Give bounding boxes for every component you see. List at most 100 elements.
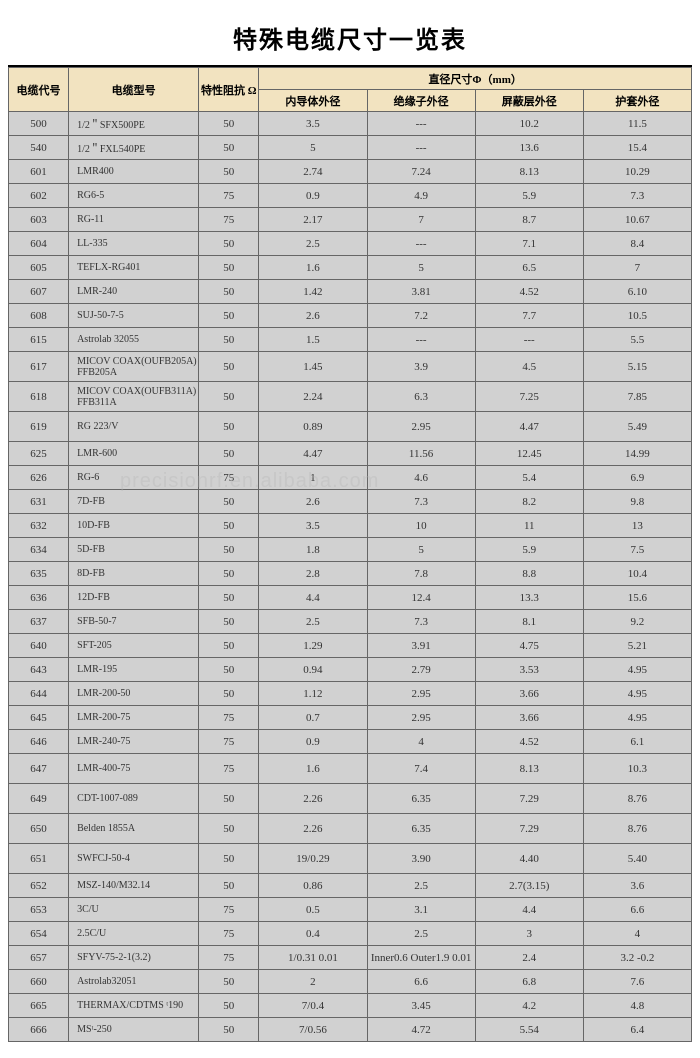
cell-insul: 4 [367,730,475,754]
cell-model: LL-335 [69,232,199,256]
cell-jacket: 4 [583,922,691,946]
cell-code: 632 [9,514,69,538]
table-row: 603RG-11752.1778.710.67 [9,208,692,232]
table-row: 640SFT-205501.293.914.755.21 [9,634,692,658]
cell-inner: 0.5 [259,898,367,922]
table-row: 5001/2＂SFX500PE503.5---10.211.5 [9,112,692,136]
cell-jacket: 8.76 [583,814,691,844]
cell-jacket: 6.4 [583,1018,691,1042]
cell-inner: 2.26 [259,814,367,844]
cell-shield: 2.7(3.15) [475,874,583,898]
cell-jacket: 4.95 [583,658,691,682]
table-row: 602RG6-5750.94.95.97.3 [9,184,692,208]
cell-shield: 5.54 [475,1018,583,1042]
cell-jacket: 4.8 [583,994,691,1018]
cell-code: 649 [9,784,69,814]
cell-code: 647 [9,754,69,784]
cell-insul: 2.95 [367,412,475,442]
cell-jacket: 9.2 [583,610,691,634]
cell-model: TEFLX-RG401 [69,256,199,280]
cell-insul: 6.35 [367,784,475,814]
cell-jacket: 10.5 [583,304,691,328]
table-row: 604LL-335502.5---7.18.4 [9,232,692,256]
cell-shield: 8.7 [475,208,583,232]
table-row: 660Astrolab320515026.66.87.6 [9,970,692,994]
cell-impedance: 50 [199,874,259,898]
cell-jacket: 14.99 [583,442,691,466]
cell-jacket: 7.6 [583,970,691,994]
cell-inner: 1.6 [259,754,367,784]
cell-impedance: 50 [199,382,259,412]
table-row: 63612D-FB504.412.413.315.6 [9,586,692,610]
cell-jacket: 3.2 -0.2 [583,946,691,970]
cell-code: 666 [9,1018,69,1042]
cell-insul: 7.3 [367,610,475,634]
cell-jacket: 3.6 [583,874,691,898]
cell-impedance: 50 [199,328,259,352]
cell-model: CDT-1007-089 [69,784,199,814]
cell-insul: 6.35 [367,814,475,844]
cell-inner: 2.8 [259,562,367,586]
cell-inner: 2.6 [259,490,367,514]
cell-inner: 1.6 [259,256,367,280]
cell-shield: 13.6 [475,136,583,160]
cell-shield: 4.5 [475,352,583,382]
table-row: 649CDT-1007-089502.266.357.298.76 [9,784,692,814]
cell-insul: 2.95 [367,682,475,706]
cell-inner: 2.24 [259,382,367,412]
cell-insul: 3.45 [367,994,475,1018]
cell-insul: --- [367,112,475,136]
cell-insul: 7.8 [367,562,475,586]
cell-code: 619 [9,412,69,442]
cell-inner: 3.5 [259,514,367,538]
table-row: 665THERMAX/CDTMS ᵗ190507/0.43.454.24.8 [9,994,692,1018]
cell-shield: 8.13 [475,160,583,184]
cell-jacket: 5.5 [583,328,691,352]
cell-code: 602 [9,184,69,208]
cell-impedance: 75 [199,466,259,490]
table-row: 645LMR-200-75750.72.953.664.95 [9,706,692,730]
cell-model: Astrolab32051 [69,970,199,994]
cell-impedance: 75 [199,730,259,754]
cell-shield: 5.9 [475,184,583,208]
table-row: 666MSᵗ-250507/0.564.725.546.4 [9,1018,692,1042]
cell-model: 5D-FB [69,538,199,562]
cell-model: RG-11 [69,208,199,232]
cell-code: 635 [9,562,69,586]
cell-model: SFYV-75-2-1(3.2) [69,946,199,970]
cell-impedance: 50 [199,658,259,682]
cell-shield: 5.9 [475,538,583,562]
cell-inner: 4.47 [259,442,367,466]
cell-shield: 3 [475,922,583,946]
cell-inner: 1.5 [259,328,367,352]
cell-impedance: 75 [199,754,259,784]
cell-jacket: 8.4 [583,232,691,256]
cell-code: 652 [9,874,69,898]
cell-shield: 4.40 [475,844,583,874]
cell-shield: 7.25 [475,382,583,412]
cell-code: 650 [9,814,69,844]
cell-insul: 3.91 [367,634,475,658]
cell-inner: 2.6 [259,304,367,328]
cell-impedance: 75 [199,706,259,730]
cell-inner: 4.4 [259,586,367,610]
table-row: 608SUJ-50-7-5502.67.27.710.5 [9,304,692,328]
table-row: 5401/2＂FXL540PE505---13.615.4 [9,136,692,160]
hdr-jacket: 护套外径 [583,90,691,112]
cell-jacket: 4.95 [583,706,691,730]
cell-impedance: 50 [199,682,259,706]
cell-insul: 10 [367,514,475,538]
cell-impedance: 50 [199,352,259,382]
cell-shield: 4.47 [475,412,583,442]
cell-inner: 1.8 [259,538,367,562]
cell-model: MICOV COAX(OUFB205A) FFB205A [69,352,199,382]
hdr-code: 电缆代号 [9,68,69,112]
cell-model: 2.5C/U [69,922,199,946]
cell-model: LMR400 [69,160,199,184]
cell-impedance: 50 [199,586,259,610]
table-row: 6317D-FB502.67.38.29.8 [9,490,692,514]
cell-insul: 7.2 [367,304,475,328]
table-row: 626RG-67514.65.46.9 [9,466,692,490]
cell-inner: 5 [259,136,367,160]
cell-inner: 2.5 [259,610,367,634]
